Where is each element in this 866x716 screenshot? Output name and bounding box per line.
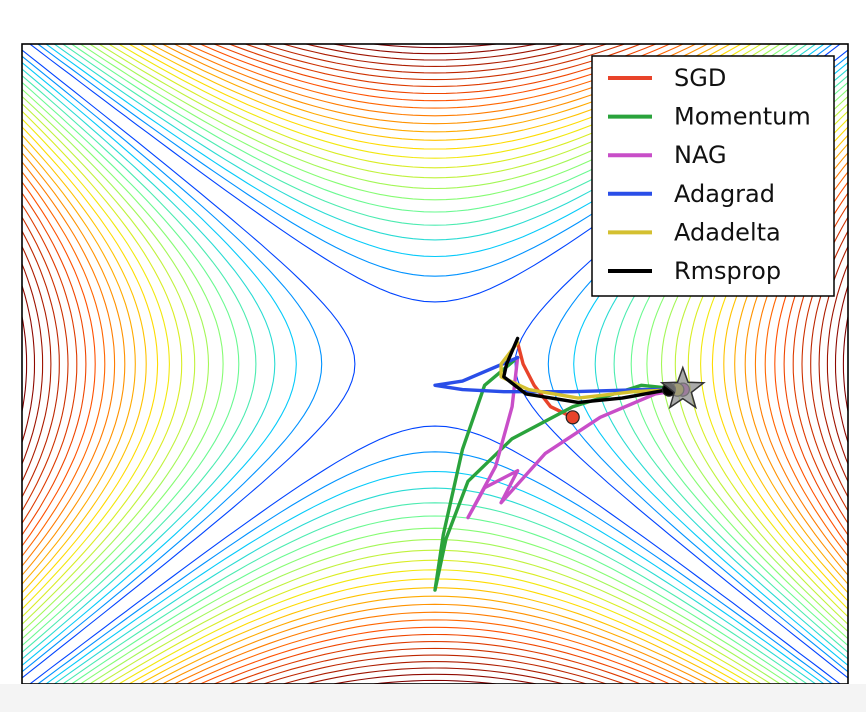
bottom-strip: [0, 684, 866, 712]
legend-label-adagrad: Adagrad: [674, 180, 775, 208]
legend-label-sgd: SGD: [674, 64, 726, 92]
legend: SGD Momentum NAG Adagrad Adadelta Rmsprop: [592, 56, 834, 296]
series-end-point-sgd: [566, 411, 579, 424]
legend-label-momentum: Momentum: [674, 103, 811, 131]
legend-label-adadelta: Adadelta: [674, 218, 781, 246]
legend-label-rmsprop: Rmsprop: [674, 257, 781, 285]
legend-label-nag: NAG: [674, 141, 727, 169]
